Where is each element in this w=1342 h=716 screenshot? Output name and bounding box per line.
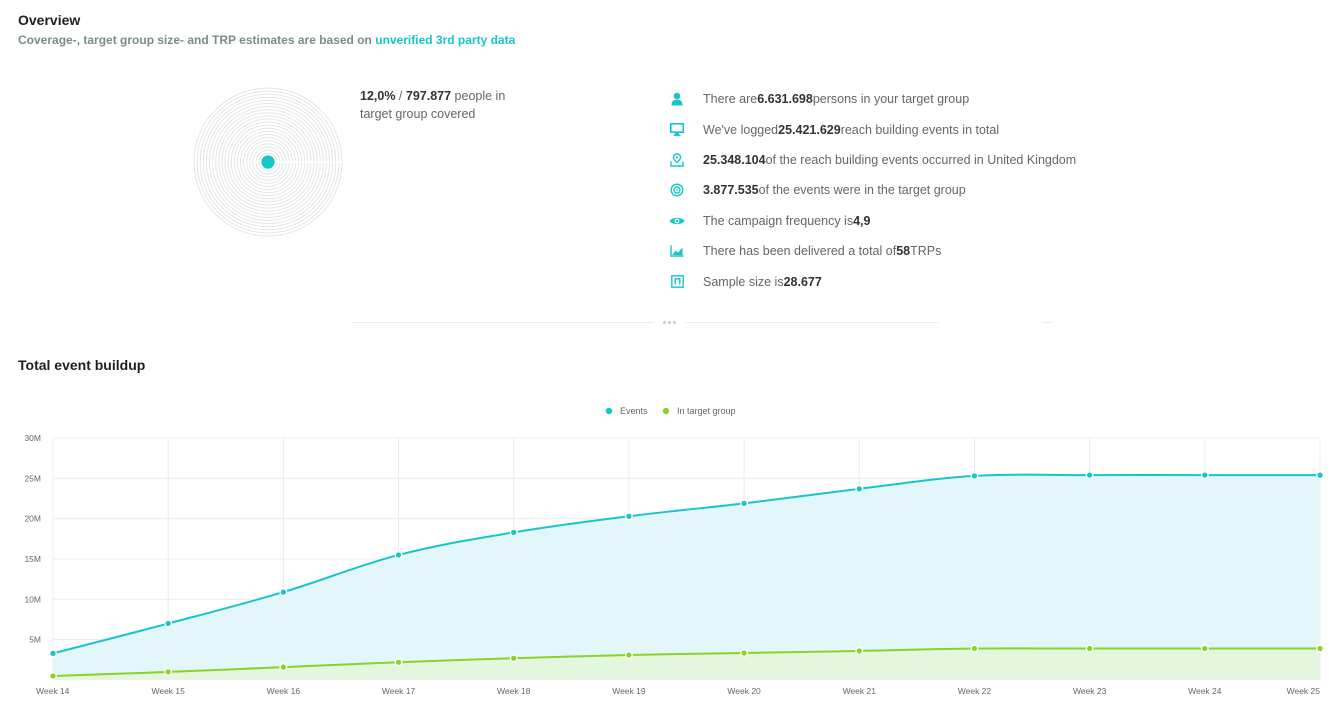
coverage-people: 797.877	[405, 89, 452, 103]
x-tick-label: Week 20	[727, 686, 761, 696]
stat-frequency: The campaign frequency is 4,9	[668, 206, 1076, 236]
third-party-data-link[interactable]: unverified 3rd party data	[375, 33, 516, 47]
x-tick-label: Week 24	[1188, 686, 1222, 696]
legend-marker-target[interactable]	[662, 407, 670, 415]
series-area-events	[53, 474, 1320, 680]
monitor-icon	[668, 122, 686, 138]
y-tick-label: 10M	[24, 594, 41, 604]
data-point-events[interactable]	[509, 528, 518, 537]
data-point-events[interactable]	[624, 512, 633, 521]
data-point-target[interactable]	[279, 663, 288, 672]
x-tick-label: Week 19	[612, 686, 646, 696]
coverage-rings	[193, 87, 343, 237]
stats-list: There are 6.631.698 persons in your targ…	[668, 84, 1076, 297]
y-tick-label: 5M	[29, 635, 41, 645]
data-point-events[interactable]	[855, 484, 864, 493]
coverage-summary: 12,0% / 797.877 people in target group c…	[360, 87, 530, 123]
overview-subtitle: Coverage-, target group size- and TRP es…	[18, 33, 515, 47]
x-tick-label: Week 17	[382, 686, 416, 696]
stat-trps: There has been delivered a total of 58 T…	[668, 236, 1076, 266]
y-tick-label: 15M	[24, 554, 41, 564]
data-point-target[interactable]	[1316, 644, 1324, 653]
event-buildup-chart: 5M 10M 15M 20M 25M 30M Week 14 Week 15 Week 16 We…	[24, 406, 1324, 696]
stat-events-target: 3.877.535 of the events were in the targ…	[668, 175, 1076, 205]
stat-events-country: 25.348.104 of the reach building events …	[668, 145, 1076, 175]
data-point-events[interactable]	[1085, 471, 1094, 480]
x-tick-label: Week 14	[36, 686, 70, 696]
data-point-events[interactable]	[279, 588, 288, 597]
eye-icon	[668, 213, 686, 229]
x-tick-label: Week 15	[151, 686, 185, 696]
data-point-target[interactable]	[49, 672, 57, 680]
x-tick-label: Week 18	[497, 686, 531, 696]
data-point-target[interactable]	[855, 647, 864, 655]
more-icon[interactable]	[663, 321, 676, 324]
coverage-separator: /	[395, 89, 406, 103]
data-point-events[interactable]	[49, 649, 57, 658]
data-point-target[interactable]	[970, 644, 979, 653]
y-tick-label: 20M	[24, 514, 41, 524]
series-line-events	[52, 473, 1320, 655]
data-point-target[interactable]	[1200, 644, 1209, 653]
data-point-events[interactable]	[970, 471, 979, 480]
legend-label-events[interactable]: Events	[620, 406, 648, 416]
divider	[1042, 322, 1052, 323]
coverage-percent: 12,0%	[360, 89, 396, 103]
overview-title: Overview	[18, 12, 81, 28]
coverage-dot	[261, 155, 275, 169]
x-tick-label: Week 16	[267, 686, 301, 696]
x-tick-label: Week 22	[958, 686, 992, 696]
data-point-events[interactable]	[394, 551, 403, 559]
series-area-target	[53, 648, 1320, 680]
buildup-title: Total event buildup	[18, 357, 146, 373]
sample-icon	[668, 274, 686, 290]
data-point-events[interactable]	[740, 499, 749, 508]
x-tick-label: Week 21	[843, 686, 877, 696]
coverage-suffix: people in target group covered	[360, 89, 506, 121]
divider	[352, 322, 654, 323]
data-point-target[interactable]	[624, 651, 633, 659]
data-point-events[interactable]	[1316, 471, 1324, 480]
legend-marker-events[interactable]	[605, 407, 613, 415]
series-line-target	[52, 647, 1320, 677]
divider	[686, 322, 938, 323]
area-chart-icon	[668, 243, 686, 259]
legend-label-target[interactable]: In target group	[677, 406, 736, 416]
y-tick-label: 25M	[24, 473, 41, 483]
data-point-target[interactable]	[740, 649, 749, 657]
stat-events-logged: We've logged 25.421.629 reach building e…	[668, 114, 1076, 144]
stat-sample-size: Sample size is 28.677	[668, 266, 1076, 296]
data-point-target[interactable]	[164, 667, 173, 676]
data-point-target[interactable]	[509, 654, 518, 663]
x-tick-label: Week 25	[1287, 686, 1321, 696]
target-icon	[668, 182, 686, 198]
subtitle-text: Coverage-, target group size- and TRP es…	[18, 33, 372, 47]
stat-persons: There are 6.631.698 persons in your targ…	[668, 84, 1076, 114]
data-point-events[interactable]	[1200, 471, 1209, 480]
y-tick-label: 30M	[24, 433, 41, 443]
data-point-events[interactable]	[164, 619, 173, 628]
x-tick-label: Week 23	[1073, 686, 1107, 696]
data-point-target[interactable]	[394, 658, 403, 667]
person-icon	[668, 91, 686, 107]
location-icon	[668, 152, 686, 168]
data-point-target[interactable]	[1085, 644, 1094, 653]
